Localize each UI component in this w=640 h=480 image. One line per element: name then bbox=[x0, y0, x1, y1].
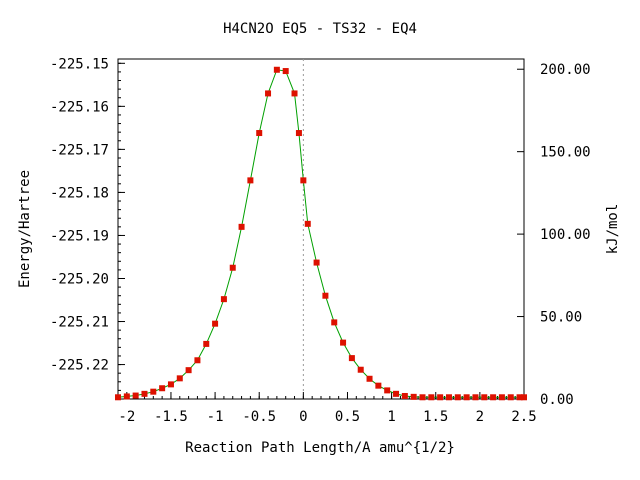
data-point bbox=[375, 382, 382, 389]
data-point bbox=[419, 394, 426, 401]
data-point bbox=[273, 66, 280, 73]
y2-axis-label: kJ/mol bbox=[605, 204, 621, 255]
data-point bbox=[265, 90, 272, 97]
x-axis-label: Reaction Path Length/A amu^{1/2} bbox=[185, 440, 455, 456]
data-point bbox=[410, 393, 417, 400]
data-point bbox=[384, 387, 391, 394]
data-point bbox=[507, 394, 514, 401]
data-point bbox=[445, 394, 452, 401]
x-tick-label: 2.5 bbox=[511, 409, 536, 425]
data-point bbox=[238, 223, 245, 230]
data-point bbox=[115, 394, 121, 401]
data-point bbox=[295, 130, 302, 137]
data-point bbox=[123, 393, 130, 400]
data-point bbox=[331, 319, 338, 326]
data-point bbox=[304, 220, 311, 227]
data-point bbox=[490, 394, 497, 401]
data-point bbox=[229, 264, 236, 271]
data-markers bbox=[115, 66, 527, 401]
data-point bbox=[220, 296, 227, 303]
data-point bbox=[521, 394, 527, 401]
data-point bbox=[357, 366, 364, 373]
y2-tick-label: 150.00 bbox=[540, 145, 591, 161]
data-point bbox=[516, 394, 523, 401]
data-point bbox=[185, 367, 192, 374]
data-point bbox=[212, 320, 219, 327]
x-tick-label: -1.5 bbox=[154, 409, 188, 425]
data-point bbox=[437, 394, 444, 401]
data-point bbox=[194, 357, 201, 364]
data-point bbox=[300, 177, 307, 184]
data-point bbox=[203, 340, 210, 347]
data-point bbox=[247, 177, 254, 184]
x-tick-label: 2 bbox=[476, 409, 484, 425]
data-point bbox=[176, 375, 183, 382]
x-tick-label: 0 bbox=[299, 409, 307, 425]
y2-tick-label: 100.00 bbox=[540, 227, 591, 243]
x-tick-label: 1 bbox=[387, 409, 395, 425]
axis-ticks bbox=[118, 62, 525, 400]
data-point bbox=[463, 394, 470, 401]
data-point bbox=[132, 392, 139, 399]
data-point bbox=[366, 375, 373, 382]
data-point bbox=[454, 394, 461, 401]
x-tick-label: -1 bbox=[207, 409, 224, 425]
x-tick-labels: -2 -1.5 -1 -0.5 0 0.5 1 1.5 2 2.5 bbox=[118, 409, 536, 425]
data-point bbox=[167, 381, 174, 388]
y-axis-label: Energy/Hartree bbox=[17, 170, 33, 288]
data-point bbox=[340, 339, 347, 346]
data-point bbox=[428, 394, 435, 401]
data-point bbox=[401, 392, 408, 399]
data-point bbox=[256, 130, 263, 137]
data-point bbox=[150, 388, 157, 395]
data-point bbox=[348, 355, 355, 362]
data-point bbox=[282, 68, 289, 75]
y-tick-label: -225.19 bbox=[50, 228, 109, 244]
y2-tick-label: 0.00 bbox=[540, 392, 574, 408]
data-point bbox=[498, 394, 505, 401]
y-tick-label: -225.21 bbox=[50, 315, 109, 331]
y-tick-label: -225.17 bbox=[50, 142, 109, 158]
y-tick-label: -225.15 bbox=[50, 56, 109, 72]
x-tick-label: -0.5 bbox=[242, 409, 276, 425]
y-tick-label: -225.20 bbox=[50, 271, 109, 287]
data-point bbox=[322, 292, 329, 299]
y-tick-label: -225.18 bbox=[50, 185, 109, 201]
y2-tick-labels: 0.00 50.00 100.00 150.00 200.00 bbox=[540, 62, 591, 408]
y-tick-labels: -225.22 -225.21 -225.20 -225.19 -225.18 -225.… bbox=[50, 56, 109, 373]
data-point bbox=[291, 90, 298, 97]
x-tick-label: -2 bbox=[118, 409, 135, 425]
data-point bbox=[159, 385, 166, 392]
energy-curve bbox=[117, 69, 524, 398]
x-tick-label: 0.5 bbox=[335, 409, 360, 425]
y-tick-label: -225.22 bbox=[50, 358, 109, 374]
data-point bbox=[313, 259, 320, 266]
y2-tick-label: 200.00 bbox=[540, 62, 591, 78]
chart-title: H4CN2O EQ5 - TS32 - EQ4 bbox=[223, 21, 417, 37]
data-point bbox=[141, 390, 148, 397]
data-point bbox=[481, 394, 488, 401]
plot-frame bbox=[117, 58, 525, 400]
y-tick-label: -225.16 bbox=[50, 99, 109, 115]
data-point bbox=[393, 390, 400, 397]
data-point bbox=[472, 394, 479, 401]
y2-tick-label: 50.00 bbox=[540, 310, 582, 326]
x-tick-label: 1.5 bbox=[423, 409, 448, 425]
